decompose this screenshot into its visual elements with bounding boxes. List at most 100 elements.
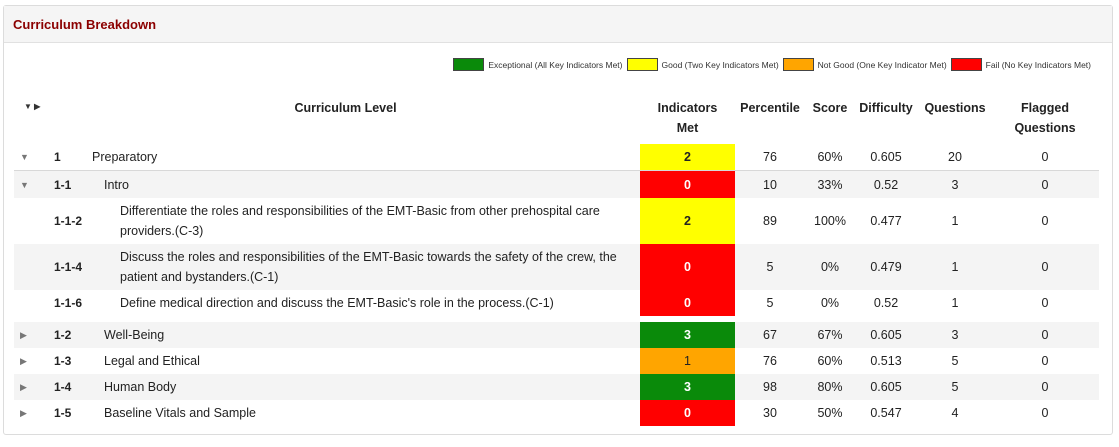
difficulty-cell: 0.52 [873,177,899,192]
percentile-cell: 67 [763,328,777,342]
table-row[interactable]: ▶ 1-5 Baseline Vitals and Sample 0 30 50… [14,400,1099,426]
flagged-cell: 0 [1041,328,1049,342]
difficulty-cell: 0.479 [870,260,902,274]
header-flagged-questions[interactable]: Flagged Questions [1014,101,1076,135]
questions-cell: 1 [951,296,959,310]
difficulty-cell: 0.477 [870,214,902,228]
questions-cell: 3 [951,177,959,192]
percentile-cell: 98 [763,380,777,394]
percentile-cell: 10 [763,177,777,192]
flagged-cell: 0 [1041,296,1049,310]
expand-arrow-icon[interactable]: ▶ [20,329,27,340]
table-row[interactable]: 1-1-2 Differentiate the roles and respon… [14,198,1099,244]
questions-cell: 1 [951,260,959,274]
indicators-met-cell: 0 [640,171,735,198]
header-difficulty[interactable]: Difficulty [859,101,913,115]
score-cell: 50% [817,406,843,420]
legend: Exceptional (All Key Indicators Met) Goo… [449,58,1091,71]
legend-item-fail: Fail (No Key Indicators Met) [950,58,1091,71]
difficulty-cell: 0.513 [870,354,902,368]
table-row[interactable]: ▼ 1-1 Intro 0 10 33% 0.52 3 0 [14,171,1099,198]
score-cell: 80% [817,380,843,394]
indicators-met-cell: 1 [640,348,735,374]
flagged-cell: 0 [1041,354,1049,368]
table-row[interactable]: ▶ 1-4 Human Body 3 98 80% 0.605 5 0 [14,374,1099,400]
table-row[interactable]: ▶ 1-3 Legal and Ethical 1 76 60% 0.513 5… [14,348,1099,374]
legend-label: Not Good (One Key Indicator Met) [817,59,947,70]
questions-cell: 5 [951,354,959,368]
legend-swatch [782,58,814,71]
questions-cell: 3 [951,328,959,342]
collapse-arrow-icon[interactable]: ▼ [20,179,29,190]
row-code: 1-4 [54,380,72,394]
score-cell: 33% [817,177,843,192]
indicators-met-cell: 0 [640,244,735,290]
row-name: Differentiate the roles and responsibili… [120,204,600,238]
row-code: 1-1-4 [54,260,83,274]
percentile-cell: 30 [763,406,777,420]
legend-label: Fail (No Key Indicators Met) [985,59,1091,70]
panel-header: Curriculum Breakdown [4,6,1112,43]
header-score[interactable]: Score [812,101,848,115]
row-name: Intro [104,177,130,192]
percentile-cell: 5 [766,260,774,274]
flagged-cell: 0 [1041,380,1049,394]
indicators-met-cell: 0 [640,400,735,426]
legend-item-good: Good (Two Key Indicators Met) [626,58,779,71]
collapse-arrow-icon [20,244,34,290]
expand-arrow-icon[interactable]: ▶ [20,381,27,392]
percentile-cell: 76 [763,354,777,368]
legend-swatch [453,58,485,71]
legend-item-exceptional: Exceptional (All Key Indicators Met) [453,58,623,71]
row-name: Well-Being [104,328,165,342]
table-row[interactable]: 1-1-4 Discuss the roles and responsibili… [14,244,1099,290]
collapse-arrow-icon[interactable]: ▼ [20,152,29,162]
row-code: 1-3 [54,354,72,368]
difficulty-cell: 0.547 [870,406,902,420]
flagged-cell: 0 [1041,177,1049,192]
indicators-met-cell: 2 [640,198,735,244]
legend-swatch [950,58,982,71]
score-cell: 67% [817,328,843,342]
table-row[interactable]: ▶ 1-2 Well-Being 3 67 67% 0.605 3 0 [14,322,1099,348]
header-indicators-met[interactable]: Indicators Met [657,101,718,135]
table-row[interactable]: 1-1-6 Define medical direction and discu… [14,290,1099,316]
curriculum-breakdown-panel: Curriculum Breakdown Exceptional (All Ke… [3,5,1113,435]
expand-arrow-icon[interactable]: ▶ [20,355,27,366]
row-name: Human Body [104,380,177,394]
difficulty-cell: 0.52 [873,296,899,310]
header-questions[interactable]: Questions [924,101,986,115]
percentile-cell: 76 [763,150,777,164]
header-percentile[interactable]: Percentile [740,101,800,115]
row-name: Define medical direction and discuss the… [120,296,554,310]
collapse-arrow-icon [20,198,34,244]
legend-item-not-good: Not Good (One Key Indicator Met) [782,58,947,71]
flagged-cell: 0 [1041,260,1049,274]
difficulty-cell: 0.605 [870,380,902,394]
indicators-met-cell: 3 [640,322,735,348]
row-name: Legal and Ethical [104,354,200,368]
questions-cell: 1 [951,214,959,228]
indicators-met-cell: 3 [640,374,735,400]
score-cell: 0% [820,260,840,274]
score-cell: 0% [820,296,840,310]
table-row[interactable]: ▼ 1 Preparatory 2 76 60% 0.605 20 0 [14,144,1099,171]
score-cell: 60% [817,150,843,164]
table-header: ▼ ▶ Curriculum Level Indicators Met Perc… [14,98,1099,144]
row-code: 1-1-2 [54,214,83,228]
indicators-met-cell: 2 [640,144,735,170]
row-name: Discuss the roles and responsibilities o… [120,250,617,284]
percentile-cell: 5 [766,296,774,310]
expand-arrow-icon[interactable]: ▶ [20,407,27,418]
flagged-cell: 0 [1041,214,1049,228]
header-curriculum-level[interactable]: Curriculum Level [294,101,397,115]
questions-cell: 20 [948,150,962,164]
row-code: 1-1-6 [54,296,83,310]
score-cell: 100% [814,214,846,228]
expand-collapse-all-icon[interactable]: ▼ ▶ [24,102,41,111]
legend-swatch [626,58,658,71]
indicators-met-cell: 0 [640,290,735,316]
row-code: 1-5 [54,406,72,420]
difficulty-cell: 0.605 [870,150,902,164]
flagged-cell: 0 [1041,150,1049,164]
